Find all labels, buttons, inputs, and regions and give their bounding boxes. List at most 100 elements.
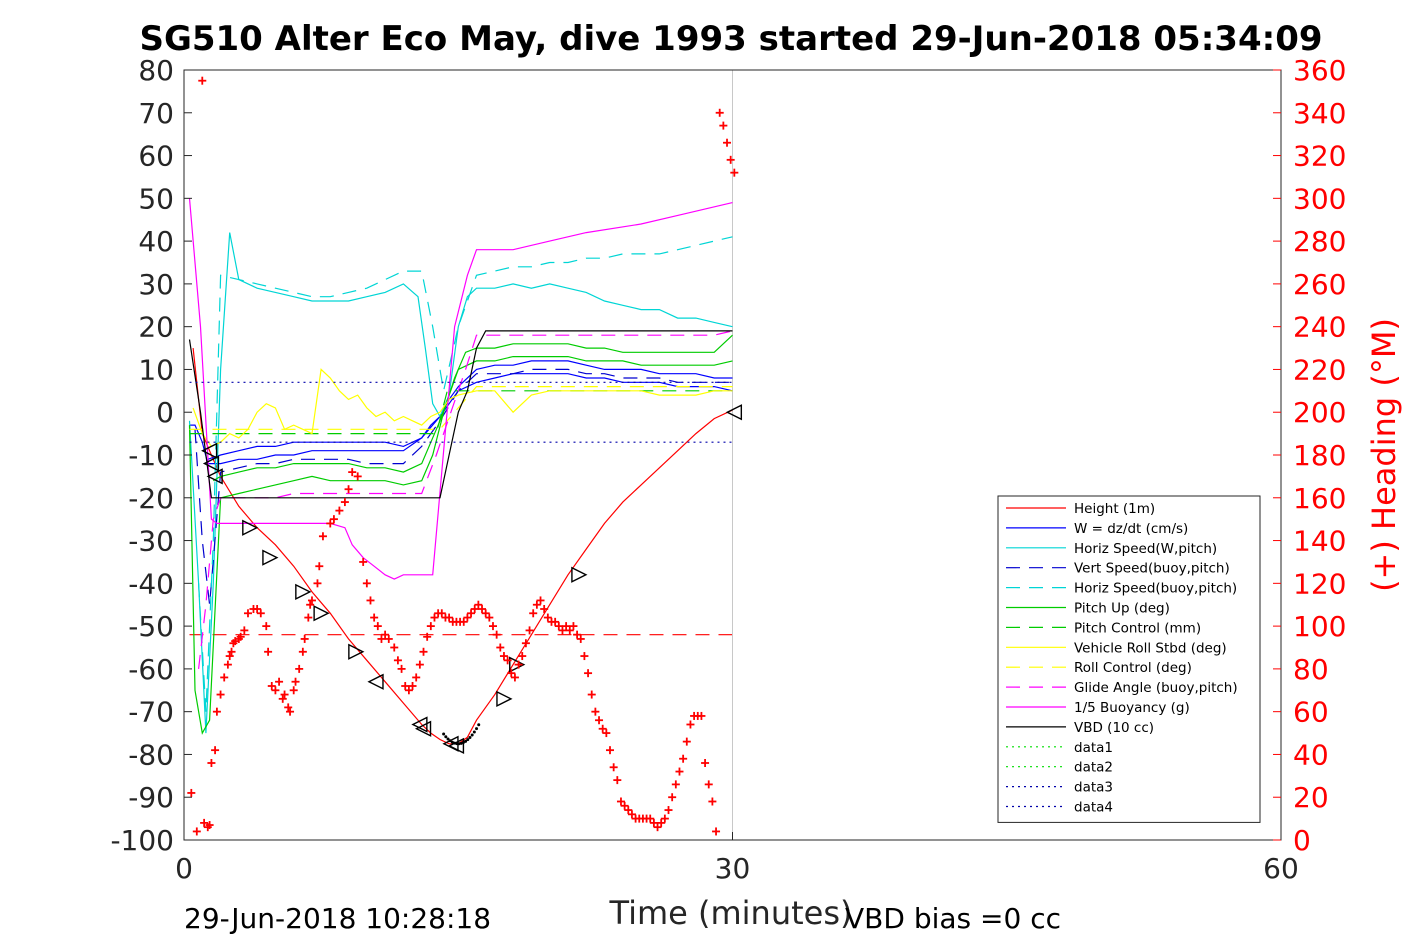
y-tick-label: -60 [128, 653, 174, 686]
heading-point [397, 664, 406, 673]
x-axis-label: Time (minutes) [609, 894, 853, 932]
heading-point [304, 613, 313, 622]
heading-point [200, 818, 209, 827]
heading-point [488, 622, 497, 631]
y-tick-label: -80 [128, 738, 174, 771]
heading-point [278, 694, 287, 703]
heading-point [679, 754, 688, 763]
heading-point [697, 711, 706, 720]
y-tick-label: -50 [128, 610, 174, 643]
heading-point [467, 609, 476, 618]
legend-box [997, 495, 1261, 823]
heading-point [646, 814, 655, 823]
legend-entry: Vert Speed(buoy,pitch) [1006, 561, 1230, 577]
heading-point [668, 793, 677, 802]
heading-point [598, 724, 607, 733]
heading-point [240, 626, 249, 635]
heading-point [205, 821, 214, 830]
y2-tick-label: 0 [1293, 824, 1311, 857]
heading-point [587, 690, 596, 699]
vbd-triangle-marker [295, 583, 312, 601]
legend-label: data4 [1074, 800, 1113, 816]
heading-point [624, 806, 633, 815]
heading-point [318, 532, 327, 541]
heading-point [459, 617, 468, 626]
vbd-bias-note: VBD bias =0 cc [845, 902, 1061, 935]
heading-point [573, 630, 582, 639]
heading-point [510, 673, 519, 682]
series-line-9 [192, 368, 733, 448]
heading-point [499, 652, 508, 661]
legend-entry: Horiz Speed(buoy,pitch) [1006, 581, 1237, 597]
heading-point [216, 690, 225, 699]
y2-tick-label: 260 [1293, 268, 1346, 301]
y-tick-label: -40 [128, 567, 174, 600]
vbd-triangle-marker [414, 720, 432, 737]
legend-entry: data1 [1006, 740, 1113, 756]
y2-tick-label: 220 [1293, 353, 1346, 386]
heading-point [300, 634, 309, 643]
heading-point [551, 617, 560, 626]
heading-point [686, 720, 695, 729]
heading-point [419, 647, 428, 656]
apogee-dot [468, 736, 472, 740]
legend-label: Horiz Speed(buoy,pitch) [1074, 581, 1237, 597]
heading-point [423, 632, 432, 641]
start-timestamp: 29-Jun-2018 10:28:18 [184, 902, 491, 935]
heading-point [298, 647, 307, 656]
heading-point [366, 596, 375, 605]
legend-entry: Horiz Speed(W,pitch) [1006, 541, 1217, 557]
legend-label: Vehicle Roll Stbd (deg) [1074, 640, 1227, 656]
y2-tick-label: 120 [1293, 567, 1346, 600]
y2-tick-label: 300 [1293, 182, 1346, 215]
legend-label: Horiz Speed(W,pitch) [1074, 541, 1217, 557]
heading-point [649, 818, 658, 827]
heading-point [562, 622, 571, 631]
legend-label: data1 [1074, 740, 1113, 756]
vbd-triangle-marker [201, 442, 218, 459]
heading-point [584, 669, 593, 678]
heading-point [463, 613, 472, 622]
series-line-13 [188, 330, 733, 499]
heading-point [359, 557, 368, 566]
heading-point [291, 677, 300, 686]
heading-point [253, 605, 262, 613]
heading-point [284, 703, 293, 712]
y-tick-label: 20 [138, 311, 174, 344]
heading-point [267, 682, 276, 690]
heading-point [474, 600, 483, 609]
legend-entry: W = dz/dt (cm/s) [1006, 521, 1188, 537]
heading-point [390, 643, 399, 652]
legend-entry: VBD (10 cc) [1006, 720, 1154, 736]
heading-point [335, 506, 344, 515]
heading-point [223, 660, 232, 669]
legend-label: Pitch Up (deg) [1074, 601, 1170, 617]
legend-label: 1/5 Buoyancy (g) [1074, 700, 1190, 716]
heading-point [580, 652, 589, 661]
vbd-triangle-marker [206, 468, 223, 485]
apogee-dot [448, 739, 452, 743]
vbd-triangle-marker [496, 690, 513, 707]
heading-point [280, 690, 289, 699]
y-tick-label: -20 [128, 482, 174, 515]
heading-point [370, 613, 379, 622]
y2-tick-label: 40 [1293, 738, 1329, 771]
heading-point [595, 716, 604, 725]
y2-tick-label: 340 [1293, 97, 1346, 130]
heading-point [220, 673, 229, 682]
heading-point [507, 669, 516, 678]
legend-entry: Pitch Control (mm) [1006, 620, 1201, 636]
y2-tick-label: 140 [1293, 525, 1346, 558]
y2-tick-label: 180 [1293, 439, 1346, 472]
apogee-dot [446, 737, 450, 741]
heading-point [307, 596, 316, 605]
heading-point [362, 579, 371, 588]
heading-point [620, 801, 629, 810]
x-tick-label: 30 [715, 852, 751, 885]
legend-entry: data4 [1006, 800, 1113, 816]
legend-label: Glide Angle (buoy,pitch) [1074, 680, 1238, 696]
legend-label: Pitch Control (mm) [1074, 620, 1201, 636]
heading-point [348, 468, 357, 477]
heading-point [329, 515, 338, 524]
series-line-5 [198, 236, 733, 712]
